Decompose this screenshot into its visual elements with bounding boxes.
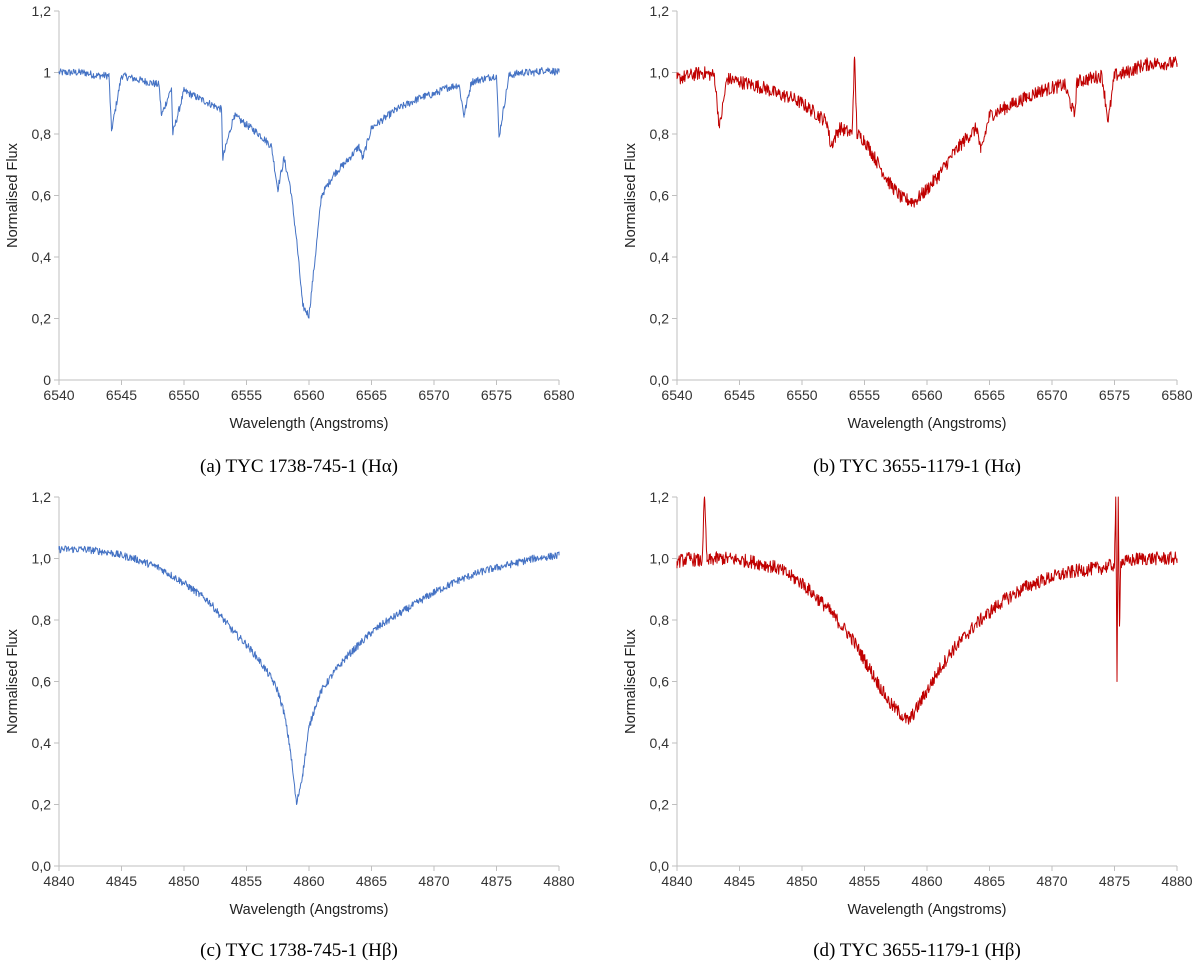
x-tick-label: 6550 bbox=[168, 387, 199, 403]
x-tick-label: 4870 bbox=[1036, 873, 1067, 889]
y-tick-label: 1,0 bbox=[650, 551, 670, 567]
panel-caption: (c) TYC 1738-745-1 (Hβ) bbox=[200, 940, 398, 961]
x-tick-label: 6565 bbox=[356, 387, 387, 403]
x-tick-label: 4855 bbox=[231, 873, 262, 889]
y-tick-label: 0,8 bbox=[650, 126, 670, 142]
x-tick-label: 4845 bbox=[724, 873, 755, 889]
x-tick-label: 4845 bbox=[106, 873, 137, 889]
spectrum-line bbox=[676, 496, 1178, 725]
x-tick-label: 6545 bbox=[724, 387, 755, 403]
x-tick-label: 6580 bbox=[1161, 387, 1192, 403]
y-tick-label: 0,4 bbox=[650, 735, 670, 751]
x-axis-label: Wavelength (Angstroms) bbox=[847, 416, 1006, 432]
y-axis-label: Normalised Flux bbox=[623, 628, 639, 733]
x-axis-label: Wavelength (Angstroms) bbox=[847, 902, 1006, 918]
x-tick-label: 6540 bbox=[661, 387, 692, 403]
y-tick-label: 0,2 bbox=[650, 311, 670, 327]
x-tick-label: 4880 bbox=[1161, 873, 1192, 889]
y-tick-label: 1 bbox=[43, 65, 51, 81]
y-tick-label: 0,6 bbox=[650, 188, 670, 204]
y-tick-label: 1,2 bbox=[32, 489, 52, 505]
y-tick-label: 0,4 bbox=[32, 249, 52, 265]
x-tick-label: 6560 bbox=[293, 387, 324, 403]
y-tick-label: 0,8 bbox=[32, 612, 52, 628]
panel-d: 0,0 0,2 0,4 0,6 0,8 1,0 1,2 4840 4845 4850 4855 486… bbox=[623, 489, 1193, 961]
x-tick-label: 6570 bbox=[1036, 387, 1067, 403]
x-tick-label: 4850 bbox=[786, 873, 817, 889]
x-tick-label: 6565 bbox=[974, 387, 1005, 403]
panel-caption: (a) TYC 1738-745-1 (Hα) bbox=[200, 456, 398, 477]
y-tick-label: 0,4 bbox=[32, 735, 52, 751]
x-tick-label: 6575 bbox=[1099, 387, 1130, 403]
spectrum-line bbox=[58, 545, 560, 805]
x-tick-label: 4875 bbox=[481, 873, 512, 889]
x-tick-label: 4860 bbox=[911, 873, 942, 889]
panel-caption: (d) TYC 3655-1179-1 (Hβ) bbox=[813, 940, 1021, 961]
y-tick-label: 0,8 bbox=[650, 612, 670, 628]
x-tick-label: 4850 bbox=[168, 873, 199, 889]
x-tick-label: 6545 bbox=[106, 387, 137, 403]
y-tick-label: 0,2 bbox=[32, 311, 52, 327]
spectrum-line bbox=[58, 66, 560, 319]
x-tick-label: 4840 bbox=[43, 873, 74, 889]
x-axis-label: Wavelength (Angstroms) bbox=[229, 416, 388, 432]
x-tick-label: 6560 bbox=[911, 387, 942, 403]
y-tick-label: 0,4 bbox=[650, 249, 670, 265]
y-tick-label: 1,2 bbox=[650, 489, 670, 505]
x-tick-label: 4840 bbox=[661, 873, 692, 889]
x-tick-label: 4865 bbox=[974, 873, 1005, 889]
x-tick-label: 6575 bbox=[481, 387, 512, 403]
y-tick-label: 0,2 bbox=[32, 797, 52, 813]
x-tick-label: 4855 bbox=[849, 873, 880, 889]
y-tick-label: 0,6 bbox=[32, 674, 52, 690]
x-tick-label: 6555 bbox=[849, 387, 880, 403]
x-axis-label: Wavelength (Angstroms) bbox=[229, 902, 388, 918]
y-tick-label: 1,2 bbox=[650, 3, 670, 19]
y-tick-label: 1,2 bbox=[32, 3, 52, 19]
x-tick-label: 6555 bbox=[231, 387, 262, 403]
y-tick-label: 0,0 bbox=[650, 858, 670, 874]
panel-a: 0 0,2 0,4 0,6 0,8 1 1,2 6540 6545 6550 6555 6560 656… bbox=[5, 3, 575, 477]
panel-c: 0,0 0,2 0,4 0,6 0,8 1,0 1,2 4840 4845 4850 4855 486… bbox=[5, 489, 575, 961]
x-tick-label: 4870 bbox=[418, 873, 449, 889]
x-tick-label: 4880 bbox=[543, 873, 574, 889]
y-tick-label: 0,2 bbox=[650, 797, 670, 813]
y-tick-label: 0 bbox=[43, 372, 51, 388]
y-tick-label: 0,6 bbox=[650, 674, 670, 690]
x-tick-label: 6580 bbox=[543, 387, 574, 403]
panel-b: 0,0 0,2 0,4 0,6 0,8 1,0 1,2 6540 6545 6550 6555 656… bbox=[623, 3, 1193, 477]
y-axis-label: Normalised Flux bbox=[5, 142, 21, 247]
x-tick-label: 6540 bbox=[43, 387, 74, 403]
spectrum-line bbox=[676, 56, 1178, 208]
y-tick-label: 0,6 bbox=[32, 188, 52, 204]
y-tick-label: 0,8 bbox=[32, 126, 52, 142]
x-tick-label: 4875 bbox=[1099, 873, 1130, 889]
x-tick-label: 6550 bbox=[786, 387, 817, 403]
y-axis-label: Normalised Flux bbox=[623, 142, 639, 247]
y-axis-label: Normalised Flux bbox=[5, 628, 21, 733]
y-tick-label: 0,0 bbox=[32, 858, 52, 874]
x-tick-label: 4860 bbox=[293, 873, 324, 889]
y-tick-label: 1,0 bbox=[650, 65, 670, 81]
y-tick-label: 1,0 bbox=[32, 551, 52, 567]
panel-caption: (b) TYC 3655-1179-1 (Hα) bbox=[813, 456, 1021, 477]
x-tick-label: 4865 bbox=[356, 873, 387, 889]
x-tick-label: 6570 bbox=[418, 387, 449, 403]
y-tick-label: 0,0 bbox=[650, 372, 670, 388]
